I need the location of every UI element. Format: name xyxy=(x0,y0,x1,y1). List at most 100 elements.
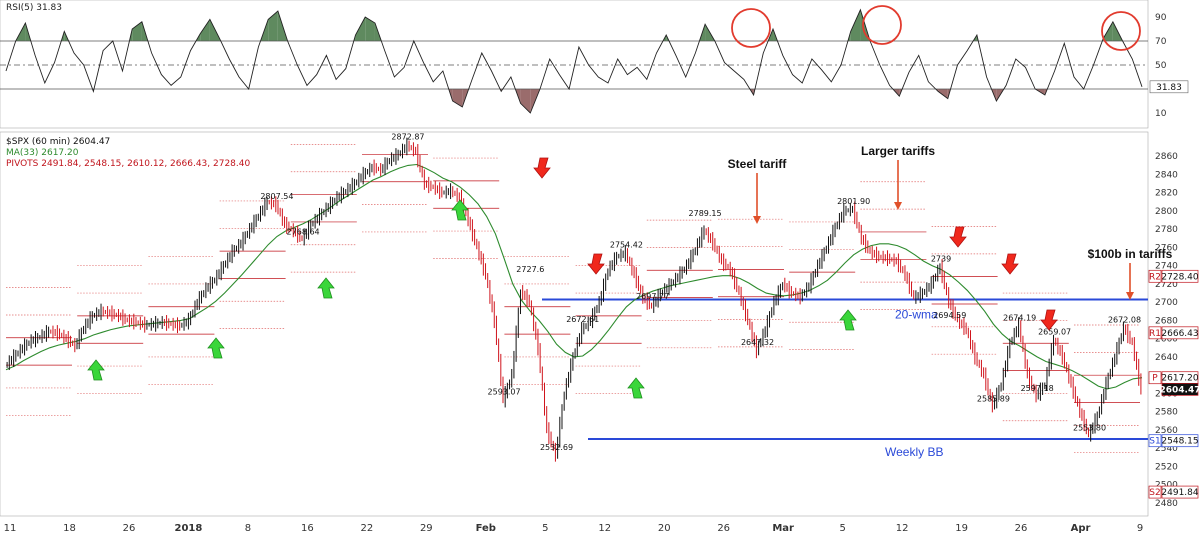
price-legend: $SPX (60 min) 2604.47 MA(33) 2617.20 PIV… xyxy=(6,137,250,169)
x-tick-label: 18 xyxy=(63,523,76,534)
price-label: 2739 xyxy=(931,255,951,264)
price-ytick: 2720 xyxy=(1155,280,1178,290)
legend-spx: $SPX (60 min) 2604.47 xyxy=(6,137,110,147)
price-label: 2597.18 xyxy=(1021,384,1054,393)
x-tick-label: 20 xyxy=(658,523,671,534)
price-ytick: 2760 xyxy=(1155,243,1178,253)
pivot-tag: S2 2491.84 xyxy=(1148,485,1199,499)
rsi-oversold-fill xyxy=(938,89,948,99)
x-tick-label: Mar xyxy=(772,523,794,534)
resistance-arrow-icon xyxy=(533,157,551,179)
pivot-tag: R1 2666.43 xyxy=(1148,326,1199,340)
pivot-tag-value: 2666.43 xyxy=(1161,329,1198,339)
price-ytick: 2480 xyxy=(1155,499,1178,509)
pivot-tag: R2 2728.40 xyxy=(1148,269,1199,283)
x-tick-label: Feb xyxy=(476,523,496,534)
price-ytick: 2640 xyxy=(1155,353,1178,363)
pivot-tag-value: 2548.15 xyxy=(1161,437,1198,447)
x-tick-label: 9 xyxy=(1137,523,1143,534)
price-label: 2672.61 xyxy=(566,315,599,324)
price-bars xyxy=(6,137,1142,462)
pivot-tag-code: R2 xyxy=(1149,272,1161,282)
rsi-panel: RSI(5) 31.83 1030507090 31.83 xyxy=(0,0,1189,129)
x-tick-label: 2018 xyxy=(174,523,202,534)
price-label: 2768.64 xyxy=(287,228,320,237)
x-tick-label: 26 xyxy=(1015,523,1028,534)
price-ytick: 2580 xyxy=(1155,408,1178,418)
price-label: 2872.87 xyxy=(391,133,424,142)
x-tick-label: Apr xyxy=(1071,523,1091,534)
price-label: 2532.69 xyxy=(540,443,573,452)
pivot-tag: S1 2548.15 xyxy=(1148,434,1199,448)
rsi-title: RSI(5) 31.83 xyxy=(6,3,62,13)
price-label: 2807.54 xyxy=(260,192,293,201)
resistance-arrow-icon xyxy=(587,253,605,275)
price-ytick: 2800 xyxy=(1155,207,1178,217)
support-arrow-icon xyxy=(627,377,645,399)
rsi-overbought-fill xyxy=(268,11,278,41)
pivot-tag-code: P xyxy=(1152,374,1158,384)
rsi-oversold-fill xyxy=(452,89,463,107)
overbought-circles xyxy=(731,5,1141,51)
rsi-overbought-fill xyxy=(850,9,861,42)
price-ytick: 2840 xyxy=(1155,170,1178,180)
support-arrow-icon xyxy=(207,337,225,359)
price-ytick: 2780 xyxy=(1155,225,1178,235)
x-tick-label: 11 xyxy=(4,523,17,534)
price-label: 2801.90 xyxy=(837,197,870,206)
price-ytick: 2820 xyxy=(1155,189,1178,199)
price-label: 2659.07 xyxy=(1038,328,1071,337)
legend-ma33: MA(33) 2617.20 xyxy=(6,148,79,158)
resistance-arrow-icon xyxy=(949,226,967,248)
annotation-arrowhead xyxy=(753,216,761,224)
annotation-text: $100b in tariffs xyxy=(1088,247,1173,261)
price-label: 2694.59 xyxy=(933,311,966,320)
price-ytick: 2560 xyxy=(1155,426,1178,436)
annotation-text: Larger tariffs xyxy=(861,144,935,158)
resistance-arrow-icon xyxy=(1001,253,1019,275)
pivot-tag: P 2617.20 xyxy=(1148,371,1199,385)
x-tick-label: 5 xyxy=(542,523,548,534)
rsi-overbought-fill xyxy=(132,21,142,41)
legend-pivots: PIVOTS 2491.84, 2548.15, 2610.12, 2666.4… xyxy=(6,159,250,169)
x-tick-label: 26 xyxy=(717,523,730,534)
wma20-label: 20-wma xyxy=(895,307,938,321)
rsi-ytick: 70 xyxy=(1155,37,1167,47)
pivot-tag-value: 2728.40 xyxy=(1161,272,1198,282)
x-tick-label: 29 xyxy=(420,523,433,534)
price-label: 2789.15 xyxy=(689,209,722,218)
rsi-overbought-fill xyxy=(365,17,375,41)
price-label: 2672.08 xyxy=(1108,316,1141,325)
support-arrow-icon xyxy=(87,359,105,381)
price-label: 2553.80 xyxy=(1073,424,1106,433)
x-tick-label: 19 xyxy=(955,523,968,534)
price-label: 2585.89 xyxy=(977,394,1010,403)
x-tick-label: 16 xyxy=(301,523,314,534)
rsi-ytick: 10 xyxy=(1155,109,1167,119)
x-tick-label: 12 xyxy=(896,523,909,534)
x-tick-label: 12 xyxy=(598,523,611,534)
x-tick-label: 5 xyxy=(839,523,845,534)
price-ytick: 2740 xyxy=(1155,262,1178,272)
support-arrow-icon xyxy=(451,199,469,221)
overbought-circle xyxy=(731,8,771,48)
rsi-ytick: 90 xyxy=(1155,13,1167,23)
price-label: 2647.32 xyxy=(741,338,774,347)
pivot-tag-value: 2617.20 xyxy=(1161,374,1198,384)
pivot-tag-value: 2604.47 xyxy=(1160,385,1200,395)
rsi-overbought-fill xyxy=(200,19,210,41)
price-ytick: 2860 xyxy=(1155,152,1178,162)
support-arrow-icon xyxy=(317,277,335,299)
rsi-series-line xyxy=(5,8,1143,114)
resistance-arrow-icon xyxy=(1040,309,1058,331)
rsi-last-tag: 31.83 xyxy=(1149,80,1189,94)
overbought-circle xyxy=(1101,11,1141,51)
price-ytick: 2520 xyxy=(1155,462,1178,472)
price-label: 2727.6 xyxy=(516,265,544,274)
price-label: 2593.07 xyxy=(488,388,521,397)
x-tick-label: 22 xyxy=(360,523,373,534)
rsi-ytick: 50 xyxy=(1155,61,1167,71)
price-panel: $SPX (60 min) 2604.47 MA(33) 2617.20 PIV… xyxy=(0,131,1200,534)
annotation-text: Steel tariff xyxy=(728,157,788,171)
